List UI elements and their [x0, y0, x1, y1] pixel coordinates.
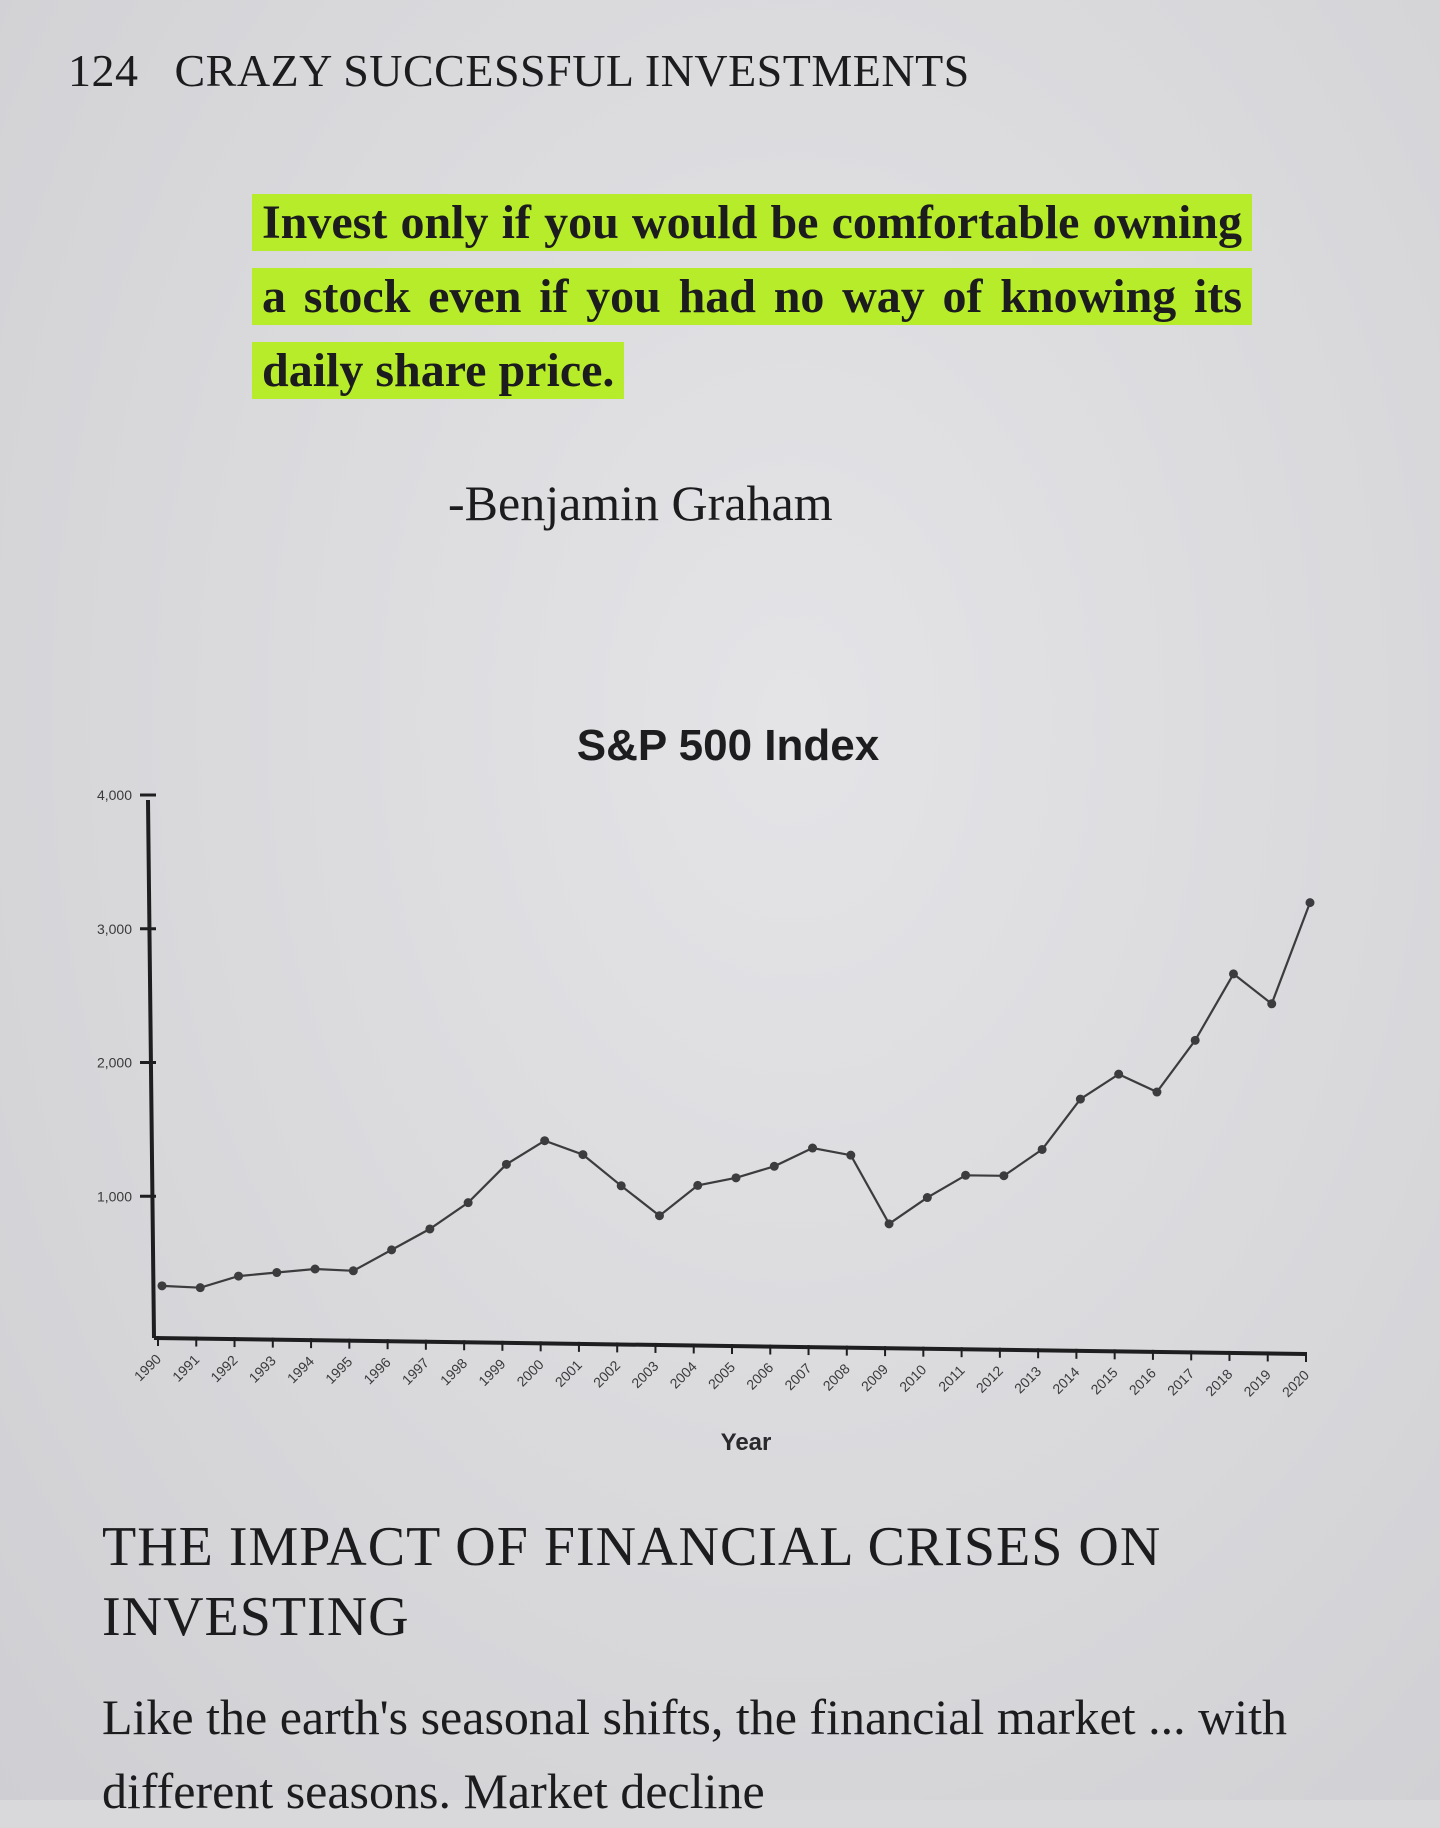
quote-attribution: -Benjamin Graham — [448, 475, 833, 531]
data-point — [540, 1136, 550, 1146]
x-tick-label: 2002 — [590, 1357, 623, 1390]
data-point — [1305, 898, 1315, 908]
x-tick-label: 2008 — [820, 1360, 853, 1393]
x-tick-label: 2011 — [935, 1362, 968, 1395]
y-ticks: 1,000 2,000 3,000 4,000 — [97, 787, 156, 1204]
data-point — [846, 1150, 856, 1160]
data-point — [234, 1271, 244, 1281]
quote-block: Invest only if you would be comfortable … — [252, 186, 1252, 408]
x-tick-label: 2003 — [628, 1358, 661, 1391]
x-tick-label: 2004 — [667, 1358, 700, 1391]
y-tick-label: 1,000 — [97, 1188, 132, 1204]
page-number: 124 — [68, 45, 139, 96]
x-tick-label: 2016 — [1126, 1365, 1159, 1398]
x-tick-label: 1990 — [131, 1351, 164, 1384]
x-tick-label: 1997 — [399, 1354, 432, 1387]
x-tick-label: 2019 — [1241, 1366, 1274, 1399]
data-point — [922, 1193, 932, 1203]
x-tick-label: 2020 — [1279, 1367, 1312, 1400]
data-point — [1114, 1069, 1124, 1079]
x-tick-label: 2014 — [1049, 1363, 1082, 1396]
x-tick-label: 2013 — [1011, 1363, 1044, 1396]
sp500-chart: S&P 500 Index 1,000 2,000 3,000 4,000 1990 1… — [0, 720, 1440, 1480]
data-point — [731, 1173, 741, 1183]
data-point — [157, 1281, 167, 1291]
y-axis — [146, 799, 156, 1339]
x-tick-label: 2005 — [705, 1359, 738, 1392]
data-point — [693, 1180, 703, 1190]
data-point — [808, 1143, 818, 1153]
x-tick-label: 2000 — [513, 1356, 546, 1389]
data-point — [1075, 1094, 1085, 1104]
data-point — [387, 1245, 397, 1255]
x-tick-label: 2009 — [858, 1361, 891, 1394]
data-point — [1037, 1144, 1047, 1154]
data-point — [1228, 969, 1238, 979]
data-point — [999, 1171, 1009, 1181]
x-tick-label: 2007 — [781, 1360, 814, 1393]
data-point — [195, 1283, 205, 1293]
x-tick-label: 1992 — [207, 1352, 240, 1385]
x-tick-label: 1998 — [437, 1355, 470, 1388]
body-paragraph: Like the earth's seasonal shifts, the fi… — [102, 1689, 1288, 1819]
x-tick-label: 2015 — [1087, 1364, 1120, 1397]
data-point — [425, 1224, 435, 1234]
data-point — [1152, 1087, 1162, 1097]
x-tick-label: 2012 — [973, 1362, 1006, 1395]
data-point — [348, 1266, 358, 1276]
x-tick-label: 2018 — [1202, 1366, 1235, 1399]
x-tick-label: 1999 — [475, 1355, 508, 1388]
x-tick-label: 1995 — [322, 1353, 355, 1386]
y-tick-label: 2,000 — [97, 1055, 132, 1071]
x-tick-label: 1994 — [284, 1353, 317, 1386]
x-tick-label: 2010 — [896, 1361, 929, 1394]
data-point — [310, 1264, 320, 1274]
data-point — [501, 1159, 511, 1169]
section-heading: THE IMPACT OF FINANCIAL CRISES ON INVEST… — [102, 1516, 1162, 1648]
data-point — [769, 1161, 779, 1171]
data-point — [1267, 999, 1277, 1009]
y-tick-label: 3,000 — [97, 921, 132, 937]
x-tick-label: 2017 — [1164, 1365, 1197, 1398]
y-tick-label: 4,000 — [97, 787, 132, 803]
data-point — [654, 1211, 664, 1221]
data-point — [463, 1198, 473, 1208]
running-head: 124 CRAZY SUCCESSFUL INVESTMENTS — [68, 44, 970, 97]
data-point — [616, 1181, 626, 1191]
data-points — [157, 898, 1315, 1293]
data-point — [961, 1170, 971, 1180]
quote-text: Invest only if you would be comfortable … — [252, 194, 1252, 399]
chart-title: S&P 500 Index — [577, 721, 880, 770]
data-point — [272, 1268, 282, 1278]
x-tick-label: 2006 — [743, 1359, 776, 1392]
x-tick-label: 1991 — [169, 1351, 202, 1384]
data-point — [578, 1150, 588, 1160]
sp500-series-line — [161, 902, 1312, 1289]
x-tick-label: 1996 — [360, 1354, 393, 1387]
data-point — [884, 1219, 894, 1229]
x-axis — [153, 1336, 1307, 1356]
running-title: CRAZY SUCCESSFUL INVESTMENTS — [174, 45, 970, 96]
x-tick-label: 1993 — [246, 1352, 279, 1385]
data-point — [1190, 1035, 1200, 1045]
x-axis-label: Year — [721, 1429, 772, 1456]
x-tick-label: 2001 — [552, 1357, 585, 1390]
